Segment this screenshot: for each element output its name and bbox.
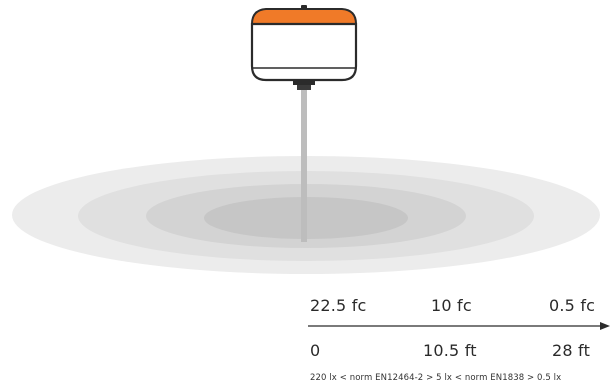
lamp-icon: [250, 5, 358, 90]
light-pole: [301, 90, 307, 242]
scale-bottom-label-0: 0: [310, 341, 321, 360]
arrow-right-icon: [600, 322, 610, 330]
lamp-cap: [250, 8, 358, 25]
scale-top-label-1: 10 fc: [431, 296, 472, 315]
scale-bottom-label-2: 28 ft: [552, 341, 591, 360]
scale-bottom-label-1: 10.5 ft: [423, 341, 477, 360]
lamp-base: [293, 80, 315, 85]
norm-note: 220 lx < norm EN12464-2 > 5 lx < norm EN…: [310, 373, 562, 383]
lamp-base-neck: [297, 85, 311, 90]
scale-top-label-2: 0.5 fc: [549, 296, 596, 315]
lamp-body: [250, 22, 358, 82]
scale-top-label-0: 22.5 fc: [310, 296, 367, 315]
